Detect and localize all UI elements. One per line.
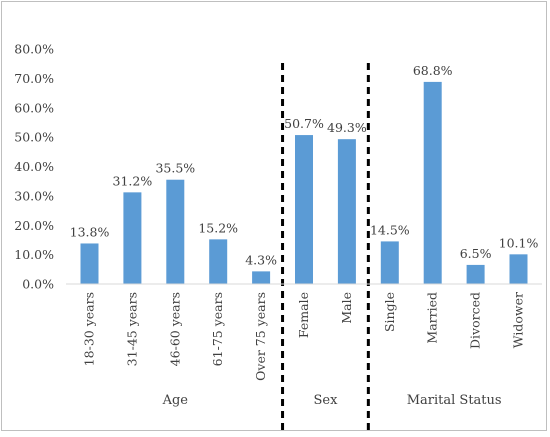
- y-tick-label: 40.0%: [14, 159, 54, 174]
- y-tick-label: 30.0%: [14, 188, 54, 203]
- category-label: 18-30 years: [82, 292, 97, 366]
- data-label: 13.8%: [70, 224, 110, 239]
- category-label: 46-60 years: [167, 292, 182, 366]
- data-label: 4.3%: [245, 252, 277, 267]
- bar: [80, 243, 99, 284]
- y-tick-label: 70.0%: [14, 71, 54, 86]
- category-label: Married: [425, 292, 440, 344]
- category-labels: 18-30 years 31-45 years 46-60 years 61-75 y…: [82, 292, 526, 381]
- data-label: 50.7%: [284, 116, 324, 131]
- data-label: 31.2%: [113, 173, 153, 188]
- category-label: Single: [382, 292, 397, 332]
- bar: [509, 254, 528, 284]
- category-label: Over 75 years: [253, 292, 268, 381]
- group-labels: Age Sex Marital Status: [162, 393, 502, 408]
- category-label: Female: [296, 292, 311, 338]
- data-label: 15.2%: [198, 220, 238, 235]
- data-label: 35.5%: [155, 161, 195, 176]
- bar: [423, 81, 442, 285]
- category-label: Divorced: [468, 292, 483, 349]
- bar: [466, 264, 485, 284]
- bar: [337, 139, 356, 284]
- y-tick-label: 0.0%: [22, 277, 54, 292]
- category-label: Widower: [511, 292, 526, 348]
- bar: [123, 192, 142, 284]
- data-label: 6.5%: [460, 246, 492, 261]
- bar: [209, 239, 228, 284]
- group-label: Age: [162, 393, 189, 408]
- y-tick-label: 80.0%: [14, 42, 54, 57]
- y-tick-label: 10.0%: [14, 247, 54, 262]
- bars: [80, 81, 528, 285]
- y-tick-label: 60.0%: [14, 100, 54, 115]
- data-label: 68.8%: [413, 63, 453, 78]
- group-label: Sex: [313, 393, 338, 408]
- data-labels: 13.8% 31.2%35.5% 15.2% 4.3% 50.7% 49.3% 14.5% 6…: [70, 63, 539, 267]
- bar: [166, 179, 185, 284]
- y-axis: 0.0% 10.0% 20.0% 30.0% 40.0% 50.0% 60.0% 70.0% 8…: [14, 42, 54, 292]
- bar: [295, 135, 313, 284]
- bar-chart: 0.0% 10.0% 20.0% 30.0% 40.0% 50.0% 60.0% 70.0% 8…: [14, 42, 542, 430]
- bar: [380, 241, 399, 284]
- chart-frame: 0.0% 10.0% 20.0% 30.0% 40.0% 50.0% 60.0% 70.0% 8…: [1, 1, 547, 431]
- bar: [252, 271, 271, 284]
- category-label: 61-75 years: [210, 292, 225, 366]
- category-label: 31-45 years: [124, 292, 139, 366]
- y-tick-label: 20.0%: [14, 218, 54, 233]
- data-label: 49.3%: [327, 120, 367, 135]
- category-label: Male: [339, 292, 354, 324]
- data-label: 14.5%: [370, 222, 410, 237]
- group-label: Marital Status: [407, 393, 502, 408]
- data-label: 10.1%: [499, 235, 539, 250]
- y-tick-label: 50.0%: [14, 130, 54, 145]
- group-separators: [281, 63, 370, 430]
